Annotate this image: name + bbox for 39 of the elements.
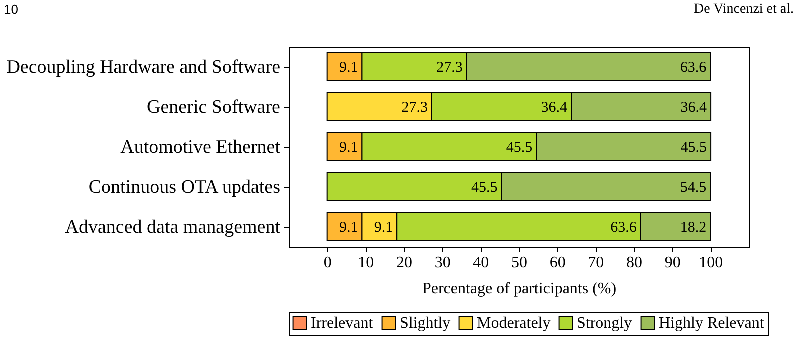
y-tick-label: Generic Software — [147, 97, 280, 118]
x-tick-label: 0 — [324, 254, 332, 272]
legend-label: Highly Relevant — [659, 315, 765, 332]
y-tick-label: Continuous OTA updates — [88, 177, 280, 198]
data-label: 45.5 — [680, 140, 708, 156]
data-label: 9.1 — [339, 140, 358, 156]
data-label: 63.6 — [610, 220, 638, 236]
data-label: 36.4 — [541, 100, 568, 116]
x-tick-label: 40 — [473, 254, 490, 272]
x-axis-title: Percentage of participants (%) — [422, 280, 617, 298]
text: 10 — [4, 2, 18, 17]
data-label: 18.2 — [680, 220, 707, 236]
x-tick-label: 100 — [699, 254, 724, 272]
data-label: 9.1 — [374, 220, 394, 236]
x-tick-label: 10 — [358, 254, 374, 272]
y-tick-label: Automotive Ethernet — [120, 137, 282, 158]
data-label: 54.5 — [680, 180, 707, 196]
y-tick-label: Advanced data management — [65, 217, 282, 238]
x-tick-label: 30 — [434, 254, 451, 272]
data-label: 9.1 — [339, 220, 358, 236]
legend-label: Irrelevant — [311, 315, 374, 332]
text: De Vincenzi et al. — [694, 2, 794, 18]
x-tick-label: 20 — [396, 254, 412, 272]
x-tick-label: 70 — [588, 254, 604, 272]
y-tick-label: Decoupling Hardware and Software — [6, 57, 280, 78]
legend-label: Slightly — [400, 315, 451, 332]
data-label: 9.1 — [339, 60, 358, 76]
data-label: 45.5 — [506, 140, 533, 156]
data-label: 45.5 — [472, 180, 498, 196]
data-label: 36.4 — [680, 100, 708, 116]
data-label: 63.6 — [680, 60, 708, 76]
legend-label: Strongly — [577, 315, 632, 332]
data-label: 27.3 — [402, 100, 428, 116]
data-label: 27.3 — [436, 60, 463, 76]
x-tick-label: 50 — [512, 254, 528, 272]
x-tick-label: 60 — [550, 254, 566, 272]
legend-label: Moderately — [477, 315, 551, 332]
x-tick-label: 90 — [664, 254, 681, 272]
x-tick-label: 80 — [626, 254, 642, 272]
